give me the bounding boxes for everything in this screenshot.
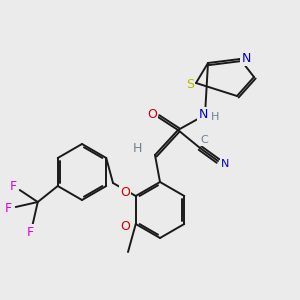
Text: O: O: [120, 220, 130, 233]
Text: C: C: [200, 135, 208, 145]
Text: F: F: [10, 179, 17, 193]
Text: O: O: [120, 187, 130, 200]
Text: N: N: [221, 159, 229, 169]
Text: N: N: [198, 109, 208, 122]
Text: F: F: [5, 202, 12, 214]
Text: H: H: [211, 112, 219, 122]
Text: S: S: [186, 79, 194, 92]
Text: O: O: [147, 109, 157, 122]
Text: N: N: [241, 52, 251, 64]
Text: F: F: [27, 226, 34, 238]
Text: H: H: [132, 142, 142, 154]
